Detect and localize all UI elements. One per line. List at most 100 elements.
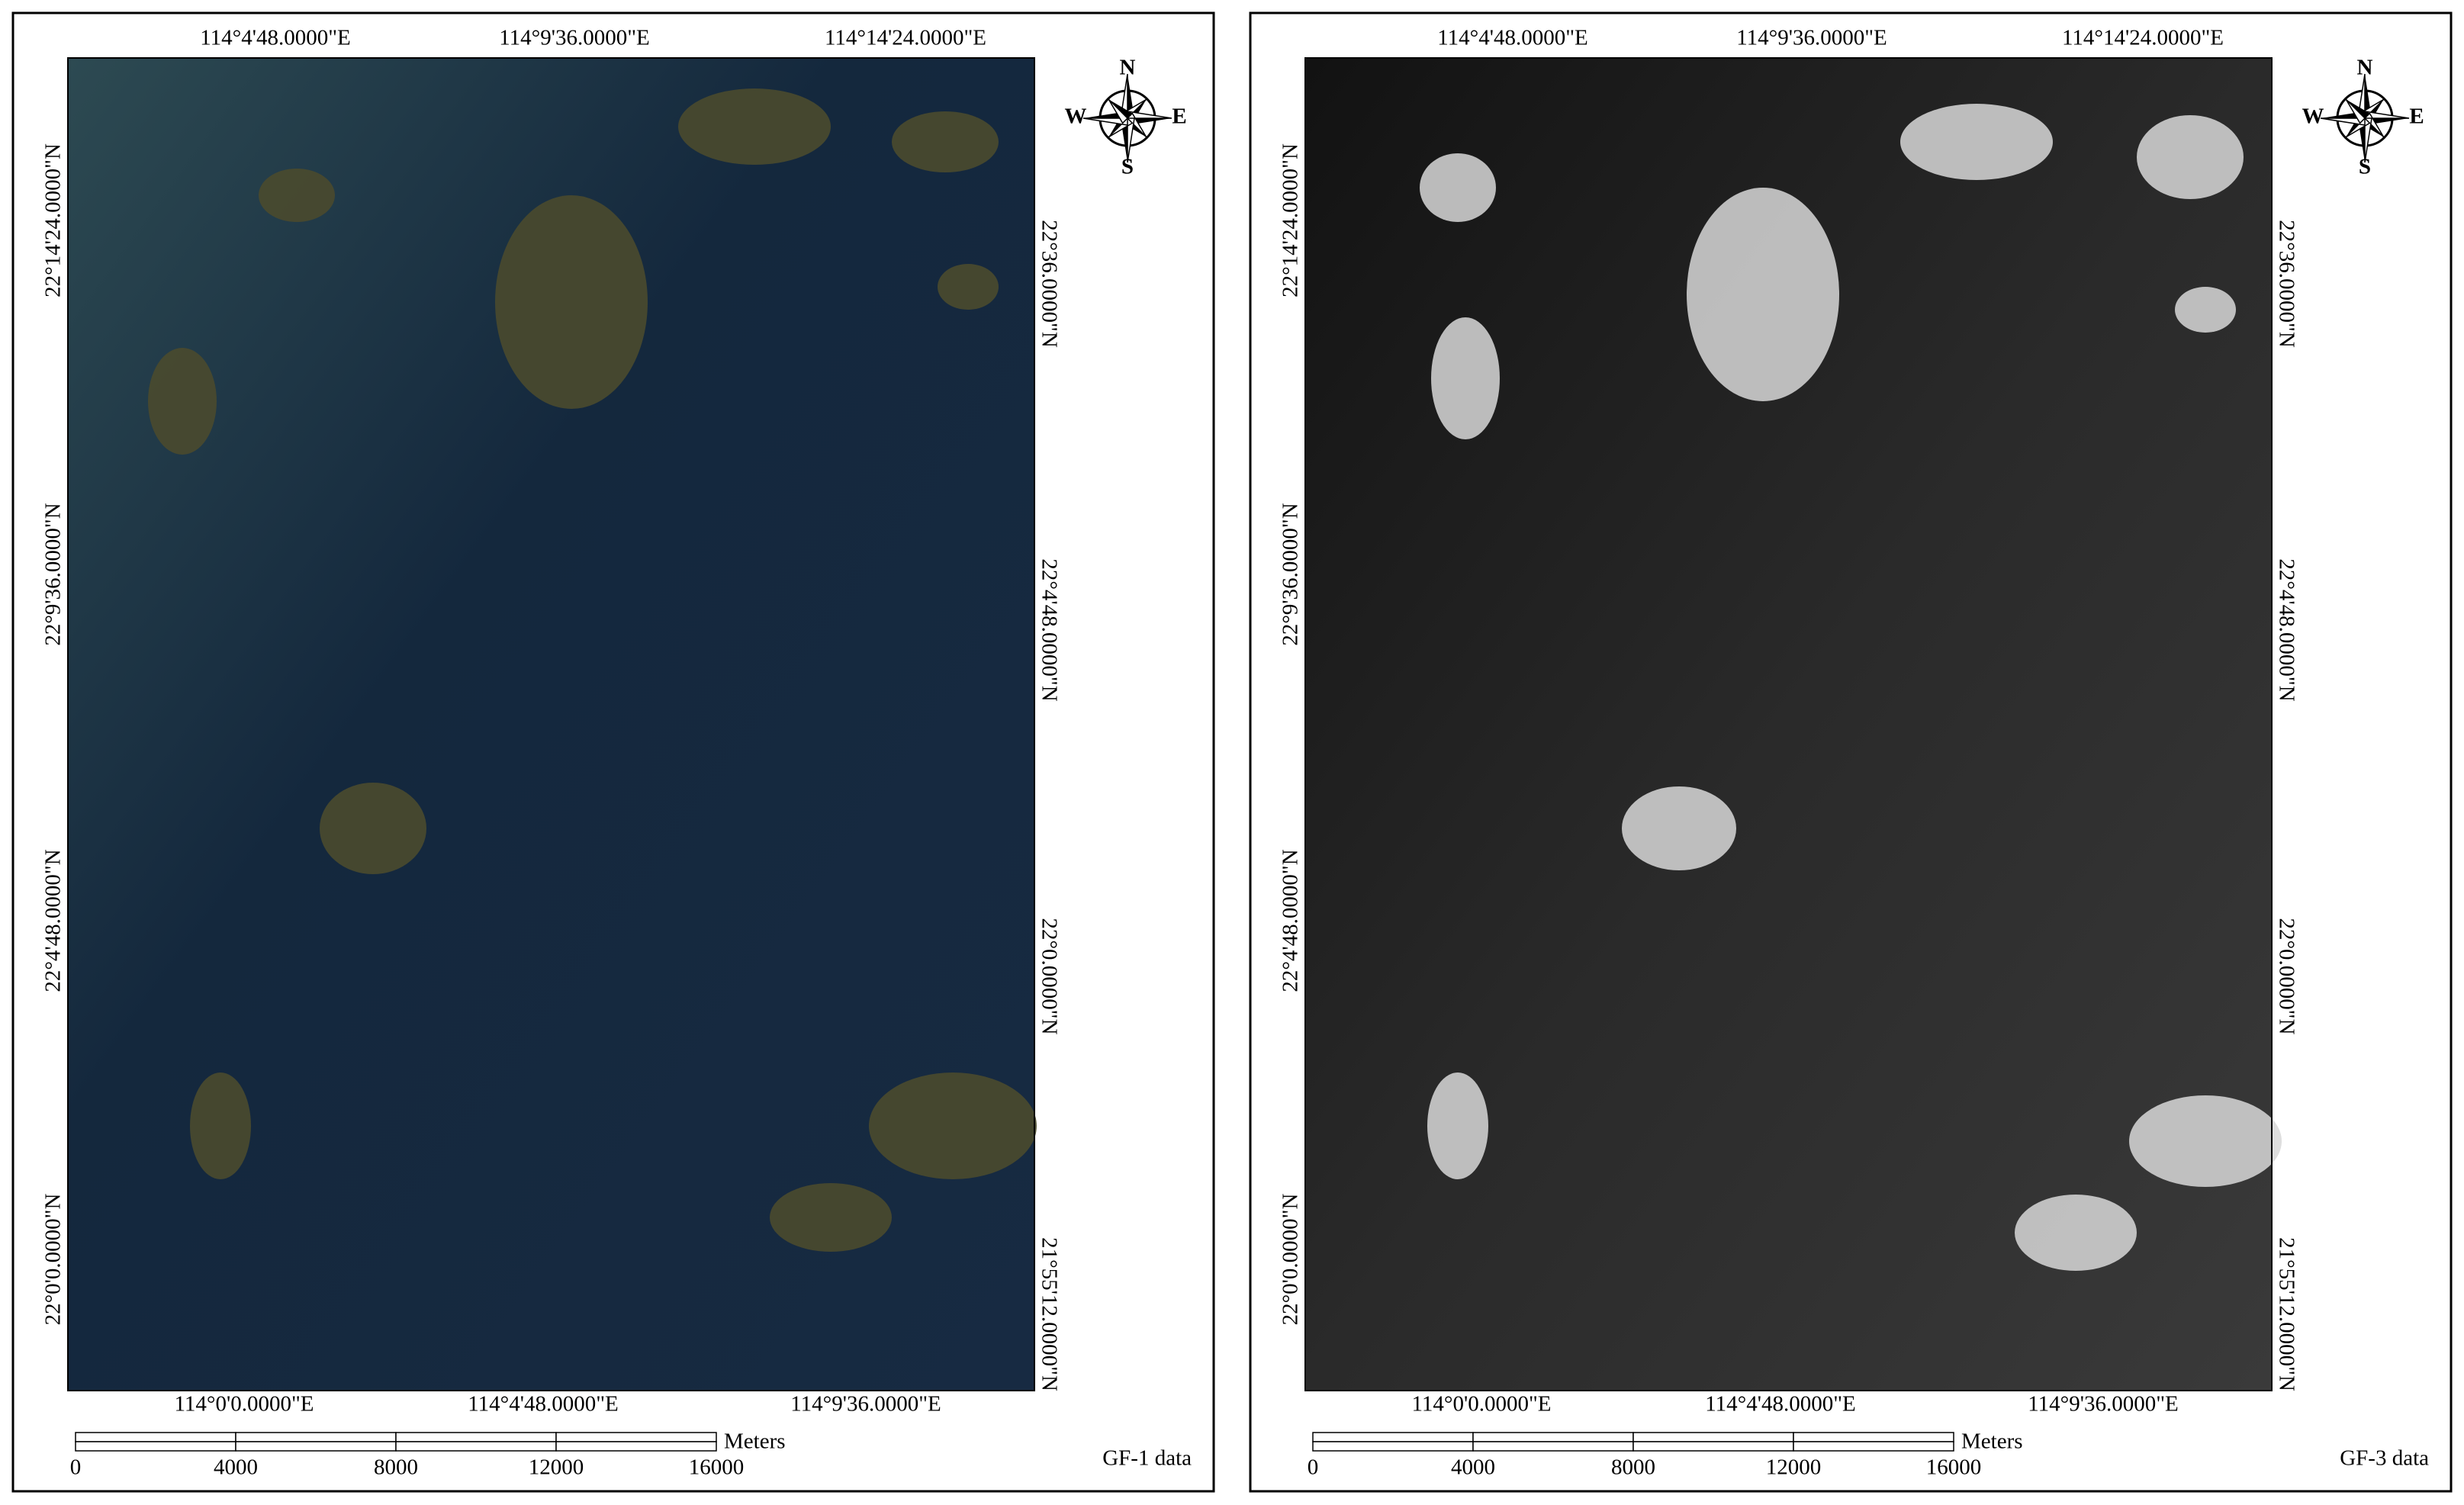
- island: [259, 169, 335, 222]
- left-coordinate-label: 22°0'0.0000"N: [1279, 1194, 1303, 1326]
- bottom-coordinate-label: 114°0'0.0000"E: [1411, 1392, 1551, 1417]
- top-coordinate-label: 114°4'48.0000"E: [1437, 26, 1588, 50]
- scale-segment: [235, 1441, 397, 1452]
- scale-segment: [75, 1441, 236, 1452]
- left-coordinate-label: 22°0'0.0000"N: [41, 1194, 66, 1326]
- bottom-coordinate-label: 114°9'36.0000"E: [790, 1392, 941, 1417]
- panel-frame: [1249, 11, 2453, 1493]
- top-coordinate-label: 114°4'48.0000"E: [200, 26, 351, 50]
- island: [2129, 1095, 2282, 1187]
- island: [678, 88, 831, 165]
- bottom-coordinate-label: 114°4'48.0000"E: [468, 1392, 619, 1417]
- compass-letter: N: [1120, 56, 1136, 80]
- scale-segment: [555, 1432, 717, 1442]
- right-coordinate-label: 21°55'12.0000"N: [2274, 1237, 2298, 1391]
- island: [2015, 1195, 2137, 1271]
- island: [148, 348, 217, 455]
- left-coordinate-label: 22°4'48.0000"N: [1279, 849, 1303, 992]
- bottom-coordinate-label: 114°4'48.0000"E: [1705, 1392, 1856, 1417]
- bottom-coordinate-label: 114°0'0.0000"E: [174, 1392, 314, 1417]
- island: [1427, 1072, 1488, 1179]
- scale-label: 8000: [1611, 1455, 1655, 1480]
- right-coordinate-label: 22°0.0000"N: [2274, 918, 2298, 1034]
- island: [892, 111, 999, 172]
- scale-label: 4000: [1451, 1455, 1495, 1480]
- north-arrow: N E S W: [1065, 56, 1187, 179]
- compass-point: [1108, 98, 1129, 124]
- scale-label: 12000: [1766, 1455, 1822, 1480]
- scale-segment: [395, 1432, 557, 1442]
- scale-unit: Meters: [1961, 1429, 2023, 1454]
- scale-label: 16000: [1926, 1455, 1982, 1480]
- map-panel: 114°4'48.0000"E 114°9'36.0000"E 114°14'24.…: [1249, 11, 2453, 1493]
- right-coordinate-label: 22°4'48.0000"N: [2274, 558, 2298, 701]
- scale-segment: [1632, 1441, 1794, 1452]
- scale-segment: [395, 1441, 557, 1452]
- island: [938, 264, 999, 310]
- left-coordinate-label: 22°14'24.0000"N: [41, 143, 66, 297]
- compass-letter: E: [1172, 105, 1186, 129]
- map-panel: 114°4'48.0000"E 114°9'36.0000"E 114°14'24.…: [11, 11, 1215, 1493]
- right-coordinate-label: 22°36.0000"N: [2274, 220, 2298, 348]
- scale-segment: [1312, 1432, 1474, 1442]
- scale-segment: [555, 1441, 717, 1452]
- bottom-coordinate-label: 114°9'36.0000"E: [2028, 1392, 2179, 1417]
- scale-label: 0: [70, 1455, 82, 1480]
- island: [1687, 188, 1839, 401]
- compass-point: [2320, 117, 2366, 126]
- scale-segment: [1793, 1432, 1954, 1442]
- north-arrow: N E S W: [2302, 56, 2424, 179]
- island: [1622, 786, 1736, 870]
- scale-label: 12000: [529, 1455, 584, 1480]
- scale-label: 4000: [214, 1455, 258, 1480]
- left-coordinate-label: 22°4'48.0000"N: [41, 849, 66, 992]
- right-coordinate-label: 22°4'48.0000"N: [1037, 558, 1061, 701]
- island: [1420, 153, 1496, 222]
- right-coordinate-label: 21°55'12.0000"N: [1037, 1237, 1061, 1391]
- island: [2175, 287, 2236, 333]
- scale-label: 8000: [374, 1455, 418, 1480]
- scale-label: 0: [1308, 1455, 1319, 1480]
- caption: GF-3 data: [2340, 1446, 2429, 1471]
- scale-segment: [1472, 1441, 1634, 1452]
- island: [869, 1072, 1037, 1179]
- scale-segment: [75, 1432, 236, 1442]
- compass-point: [1127, 117, 1135, 163]
- island: [1900, 104, 2053, 180]
- island: [2137, 115, 2244, 199]
- scale-segment: [1793, 1441, 1954, 1452]
- top-coordinate-label: 114°14'24.0000"E: [2062, 26, 2224, 50]
- island: [770, 1183, 892, 1252]
- compass-letter: W: [2302, 105, 2324, 129]
- right-coordinate-label: 22°0.0000"N: [1037, 918, 1061, 1034]
- map-border: [1304, 57, 2273, 1391]
- left-coordinate-label: 22°14'24.0000"N: [1279, 143, 1303, 297]
- island: [320, 783, 426, 874]
- scale-segment: [1632, 1432, 1794, 1442]
- top-coordinate-label: 114°9'36.0000"E: [1736, 26, 1887, 50]
- compass-letter: S: [1121, 155, 1134, 179]
- island: [1431, 317, 1500, 439]
- island: [190, 1072, 251, 1179]
- map-border: [67, 57, 1035, 1391]
- scale-label: 16000: [689, 1455, 745, 1480]
- right-coordinate-label: 22°36.0000"N: [1037, 220, 1061, 348]
- compass-letter: S: [2359, 155, 2371, 179]
- scale-segment: [1312, 1441, 1474, 1452]
- scale-segment: [235, 1432, 397, 1442]
- compass-point: [1082, 117, 1128, 126]
- caption: GF-1 data: [1102, 1446, 1192, 1471]
- left-coordinate-label: 22°9'36.0000"N: [41, 503, 66, 645]
- compass-point: [2345, 98, 2366, 124]
- compass-letter: E: [2409, 105, 2424, 129]
- compass-point: [2346, 99, 2370, 118]
- compass-point: [1108, 99, 1133, 118]
- top-coordinate-label: 114°14'24.0000"E: [825, 26, 986, 50]
- top-coordinate-label: 114°9'36.0000"E: [499, 26, 650, 50]
- panel-frame: [11, 11, 1215, 1493]
- scale-unit: Meters: [724, 1429, 786, 1454]
- compass-letter: W: [1065, 105, 1087, 129]
- compass-letter: N: [2357, 56, 2373, 80]
- left-coordinate-label: 22°9'36.0000"N: [1279, 503, 1303, 645]
